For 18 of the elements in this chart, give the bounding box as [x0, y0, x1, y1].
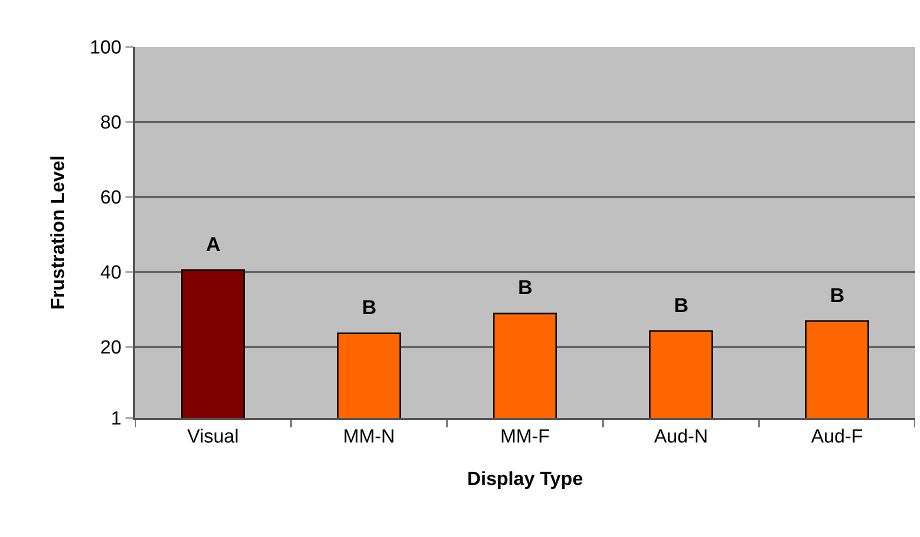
x-tick-label: MM-F — [500, 426, 550, 448]
x-tick-label: Visual — [187, 426, 239, 448]
y-axis-title: Frustration Level — [48, 155, 70, 310]
y-tick-label: 80 — [100, 112, 122, 134]
x-axis-title: Display Type — [467, 468, 583, 490]
x-tick-label: Aud-F — [811, 426, 863, 448]
annotation: B — [518, 277, 532, 299]
y-tick-label: 40 — [100, 262, 122, 284]
annotation: B — [830, 285, 844, 307]
annotation: A — [206, 234, 220, 256]
y-tick-label: 20 — [100, 337, 122, 358]
annotation: B — [362, 297, 376, 319]
y-tick-label: 60 — [100, 188, 122, 209]
y-tick-label: 1 — [110, 408, 122, 430]
annotation: B — [674, 295, 688, 317]
y-tick-label: 100 — [90, 38, 122, 59]
x-tick-label: Aud-N — [654, 426, 708, 448]
x-tick-label: MM-N — [343, 426, 395, 448]
